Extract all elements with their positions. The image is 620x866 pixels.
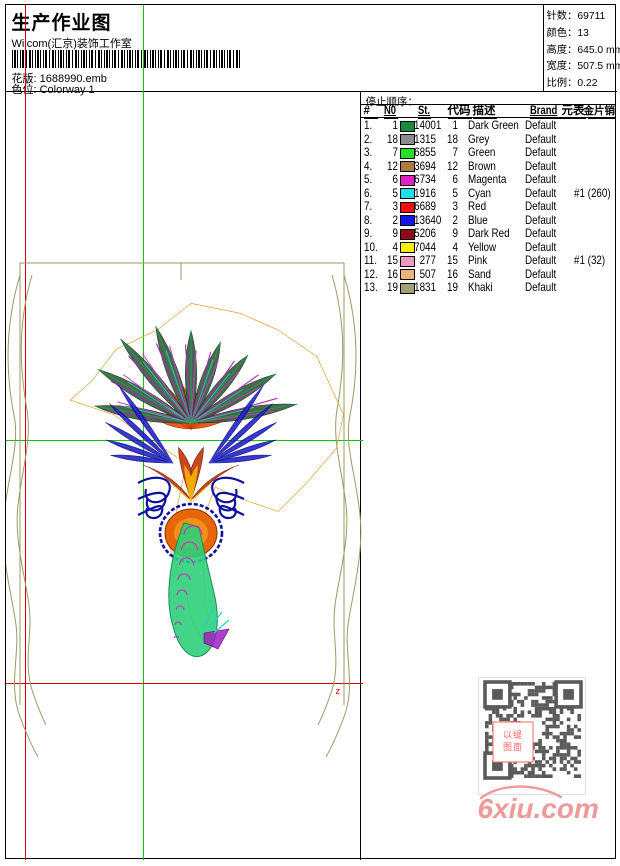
svg-text:以: 以 [503, 730, 512, 740]
svg-text:图: 图 [503, 742, 512, 752]
svg-text:缇: 缇 [513, 729, 522, 740]
svg-text:面: 面 [513, 742, 522, 752]
